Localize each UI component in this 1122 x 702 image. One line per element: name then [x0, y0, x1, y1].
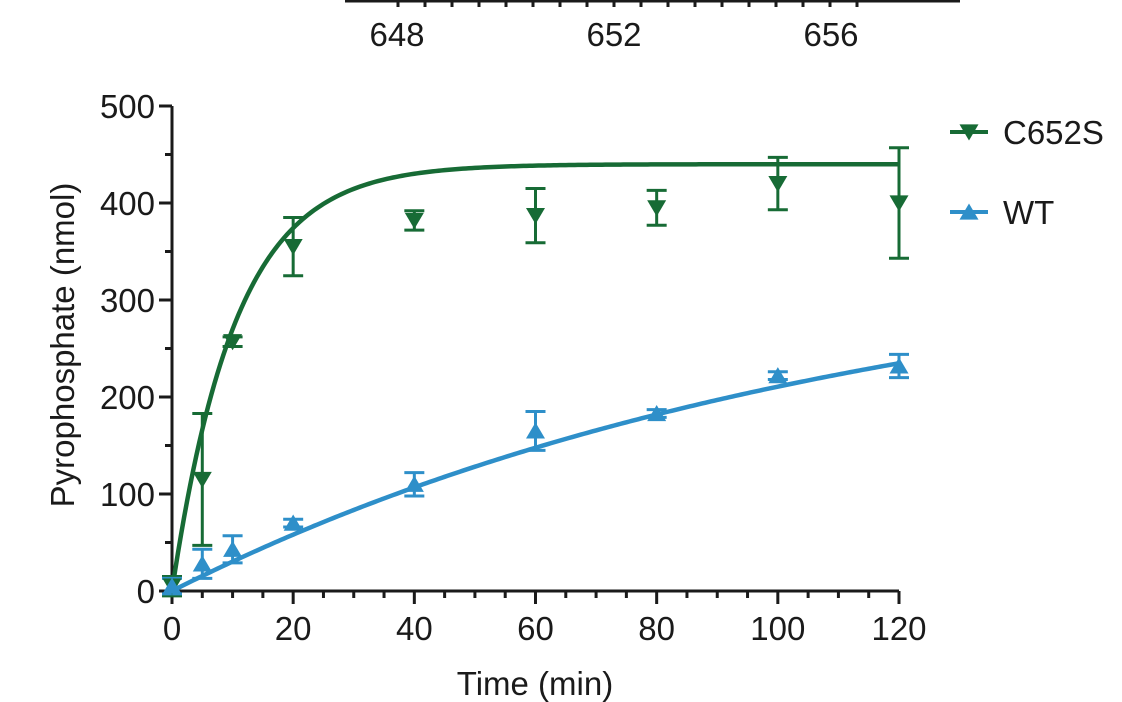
x-tick-label: 120 — [871, 610, 926, 647]
legend-marker — [959, 203, 979, 220]
legend-label: C652S — [1003, 114, 1104, 151]
c652s-data-point — [889, 195, 909, 212]
x-tick-label: 100 — [750, 610, 805, 647]
c652s-data-point — [223, 334, 243, 351]
legend-marker — [959, 124, 979, 141]
y-tick-label: 100 — [100, 476, 155, 513]
x-tick-label: 40 — [396, 610, 433, 647]
legend-label: WT — [1003, 194, 1054, 231]
data-markers — [162, 176, 909, 595]
wt-data-point — [768, 367, 788, 384]
top-panel-x-axis: 0.0 648 652 656 — [295, 0, 960, 53]
x-tick-label: 0 — [163, 610, 181, 647]
x-tick-label: 80 — [638, 610, 675, 647]
wt-data-point — [526, 422, 545, 439]
wt-data-point — [889, 357, 909, 374]
c652s-data-point — [526, 208, 545, 225]
axes: 0 100 200 300 400 500 0 20 40 60 80 100 120 — [100, 88, 927, 647]
c652s-data-point — [283, 239, 303, 256]
x-tick-label: 20 — [275, 610, 312, 647]
wt-data-point — [404, 475, 424, 492]
wt-data-point — [647, 404, 667, 422]
top-panel-tick-label: 652 — [586, 16, 641, 53]
y-axis-title: Pyrophosphate (nmol) — [44, 183, 81, 508]
c652s-data-point — [192, 471, 212, 488]
y-tick-label: 500 — [100, 88, 155, 125]
wt-data-point — [223, 540, 243, 557]
legend: C652S WT — [950, 114, 1104, 231]
top-panel-tick-label: 656 — [803, 16, 858, 53]
top-panel-tick-label: 0.0 — [295, 0, 341, 3]
top-panel-tick-label: 648 — [369, 16, 424, 53]
c652s-data-point — [768, 176, 788, 193]
c652s-data-point — [647, 200, 667, 217]
y-tick-label: 200 — [100, 379, 155, 416]
wt-data-point — [162, 577, 182, 594]
y-tick-label: 0 — [137, 573, 155, 610]
y-tick-label: 400 — [100, 185, 155, 222]
wt-fit-curve — [170, 361, 900, 594]
c652s-data-point — [404, 212, 424, 230]
wt-data-point — [192, 555, 212, 572]
x-axis-title: Time (min) — [457, 665, 613, 702]
y-tick-label: 300 — [100, 282, 155, 319]
x-tick-label: 60 — [517, 610, 554, 647]
wt-data-point — [283, 514, 303, 531]
